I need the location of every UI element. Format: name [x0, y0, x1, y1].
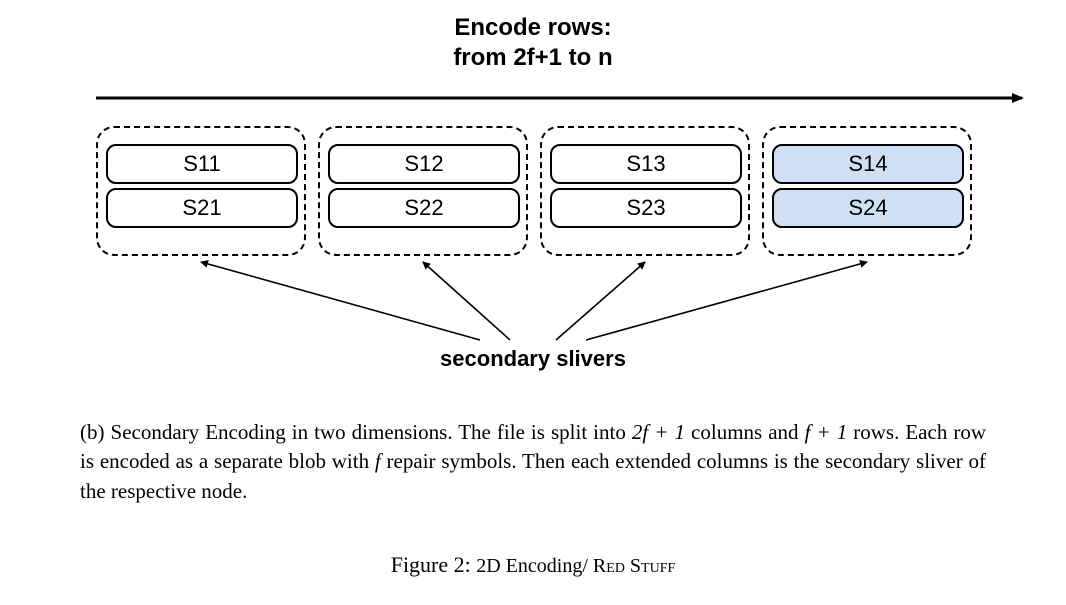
connector-2	[423, 262, 510, 340]
cell-s14: S14	[772, 144, 964, 184]
cell-s13: S13	[550, 144, 742, 184]
col-group-3: S13 S23	[540, 126, 750, 256]
caption-b-math2: f + 1	[805, 420, 848, 444]
encoding-grid: S11 S21 S12 S22 S13 S23 S14 S24	[96, 126, 976, 256]
caption-b-math1: 2f + 1	[632, 420, 685, 444]
caption-b-part2: columns and	[685, 420, 805, 444]
figure-page: Encode rows: from 2f+1 to n S11 S21 S12 …	[0, 0, 1066, 605]
caption-b: (b) Secondary Encoding in two dimensions…	[80, 418, 986, 506]
figure-caption-label: Figure 2:	[391, 552, 471, 577]
title-line-1: Encode rows:	[0, 14, 1066, 42]
figure-caption: Figure 2: 2D Encoding/ Red Stuff	[0, 552, 1066, 578]
caption-b-part1: Secondary Encoding in two dimensions. Th…	[111, 420, 632, 444]
caption-b-prefix: (b)	[80, 420, 105, 444]
col-group-4: S14 S24	[762, 126, 972, 256]
connector-1	[201, 262, 480, 340]
connector-4	[586, 262, 867, 340]
arrow-overlay	[0, 0, 1066, 605]
cell-s12: S12	[328, 144, 520, 184]
secondary-slivers-label: secondary slivers	[0, 346, 1066, 372]
title-line-2: from 2f+1 to n	[0, 44, 1066, 72]
connector-3	[556, 262, 645, 340]
figure-caption-text: 2D Encoding/	[476, 555, 593, 577]
figure-caption-smallcaps: Red Stuff	[593, 555, 675, 577]
col-group-1: S11 S21	[96, 126, 306, 256]
cell-s21: S21	[106, 188, 298, 228]
cell-s22: S22	[328, 188, 520, 228]
cell-s11: S11	[106, 144, 298, 184]
cell-s24: S24	[772, 188, 964, 228]
cell-s23: S23	[550, 188, 742, 228]
col-group-2: S12 S22	[318, 126, 528, 256]
